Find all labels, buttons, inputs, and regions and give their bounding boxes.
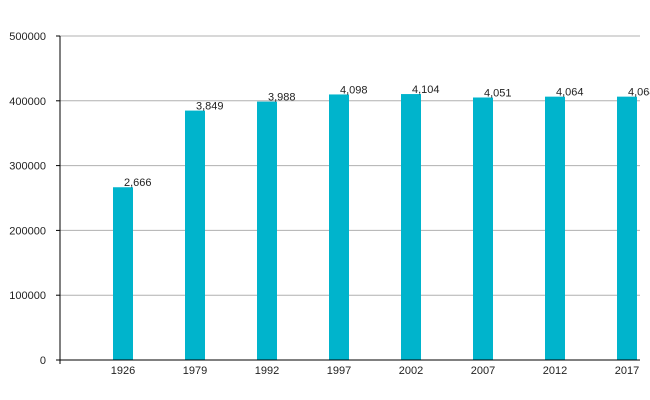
y-tick-label: 100000 xyxy=(9,290,46,302)
x-tick-label: 2007 xyxy=(471,365,495,377)
bar xyxy=(113,187,133,360)
y-tick-label: 300000 xyxy=(9,161,46,173)
x-tick-label: 2002 xyxy=(399,365,423,377)
data-label: 3,849 xyxy=(196,101,224,113)
x-tick-label: 2017 xyxy=(615,365,639,377)
bar xyxy=(257,101,277,360)
x-tick-labels: 1926 1979 1992 1997 2002 2007 2012 2017 xyxy=(111,365,639,377)
bar xyxy=(185,110,205,360)
data-label: 4,098 xyxy=(340,84,368,96)
y-tick-label: 400000 xyxy=(9,96,46,108)
bars xyxy=(113,94,637,361)
x-tick-label: 2012 xyxy=(543,365,567,377)
bar xyxy=(401,94,421,361)
grid-lines xyxy=(60,35,640,296)
bar xyxy=(617,96,637,360)
data-labels: 2,666 3,849 3,988 4,098 4,104 4,051 4,064 4,064 xyxy=(124,84,650,189)
bar xyxy=(545,96,565,360)
y-tick-label: 500000 xyxy=(9,31,46,43)
data-label: 4,051 xyxy=(484,87,512,99)
y-tick-labels: 0 100000 200000 300000 400000 500000 xyxy=(9,31,46,367)
data-label: 4,104 xyxy=(412,84,440,96)
axes xyxy=(56,35,640,364)
data-label: 4,064 xyxy=(628,87,650,99)
data-label: 3,988 xyxy=(268,92,296,104)
data-label: 4,064 xyxy=(556,87,584,99)
data-label: 2,666 xyxy=(124,177,152,189)
y-tick-label: 200000 xyxy=(9,225,46,237)
x-tick-label: 1997 xyxy=(327,365,351,377)
x-tick-label: 1926 xyxy=(111,365,135,377)
y-tick-label: 0 xyxy=(40,355,46,367)
bar xyxy=(329,94,349,361)
x-tick-label: 1979 xyxy=(183,365,207,377)
x-tick-label: 1992 xyxy=(255,365,279,377)
bar xyxy=(473,97,493,360)
